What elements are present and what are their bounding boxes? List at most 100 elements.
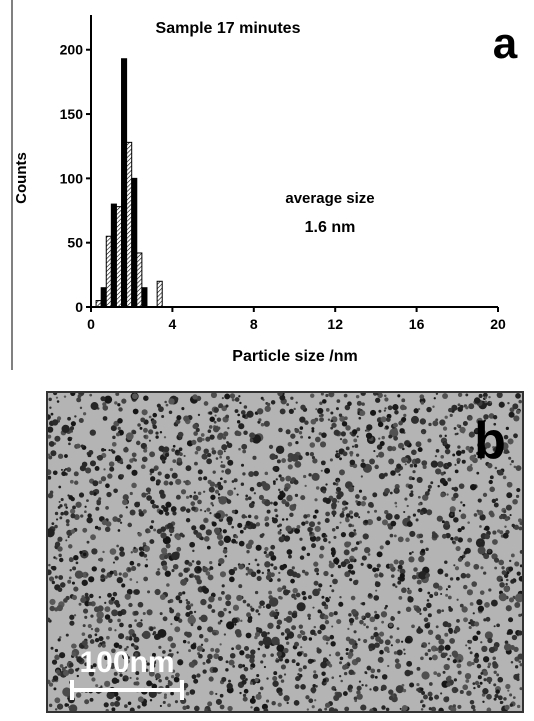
particle [68,668,74,675]
particle [344,706,350,711]
particle [362,495,367,501]
particle [48,455,53,460]
particle [323,537,328,543]
particle [474,397,481,404]
particle [513,415,520,422]
particle [200,614,208,623]
particle [57,506,61,509]
particle [389,635,393,639]
particle [215,698,222,705]
particle [69,614,75,620]
particle [416,579,422,585]
particle [503,434,509,440]
particle [190,643,197,650]
particle [263,665,267,669]
particle [82,552,87,557]
particle [408,552,412,555]
particle [427,648,431,653]
particle [387,445,393,452]
particle [189,541,196,548]
particle [218,403,224,409]
particle [65,519,70,524]
particle [136,581,139,584]
particle [335,651,341,657]
particle [370,635,375,640]
particle [430,460,438,468]
particle [174,626,181,633]
particle [105,708,109,711]
x-tick-label: 0 [87,316,95,332]
particle [479,514,486,521]
particle [457,527,462,533]
particle [420,687,424,691]
particle [497,695,503,701]
particle [154,673,161,680]
particle [223,450,226,453]
particle [302,665,307,670]
particle [518,526,522,531]
particle [80,596,87,604]
particle [308,698,314,704]
particle [94,627,100,633]
bar [110,203,117,308]
particle [146,662,150,666]
particle [149,468,155,474]
particle [351,608,357,615]
particle [54,654,60,661]
particle [255,544,262,551]
particle [73,614,77,617]
particle [169,533,173,537]
particle [135,671,140,676]
particle [270,501,273,505]
particle [376,551,383,558]
particle [335,525,339,530]
particle [374,509,378,513]
particle [414,458,421,464]
particle [277,488,281,492]
particle [331,589,335,593]
particle [272,680,279,687]
particle [468,621,471,625]
particle [469,602,474,606]
particle [359,619,364,625]
particle [138,509,142,513]
particle [143,553,148,558]
particle [489,475,494,480]
particle [292,587,298,594]
particle [308,617,311,620]
particle [250,523,257,530]
particle [426,599,430,602]
particle [456,460,460,464]
particle [494,466,498,470]
particle [503,573,509,579]
particle [228,679,232,683]
particle [49,598,56,605]
particle [211,609,216,613]
particle [149,451,156,458]
particle [62,687,72,697]
particle [345,647,349,652]
particle [203,536,210,542]
particle [321,595,325,599]
particle [222,549,228,554]
particle [365,671,368,675]
particle [200,433,205,437]
particle [151,503,157,509]
particle [256,563,260,567]
particle [116,432,121,437]
particle [312,673,319,679]
particle [104,606,111,613]
x-tick-label: 20 [490,316,506,332]
particle [225,668,229,672]
particle [513,433,518,439]
particle [217,449,224,456]
particle [481,645,488,652]
particle [162,616,168,622]
particle [482,688,489,695]
particle [199,508,203,512]
particle [167,703,171,708]
particle [81,579,88,586]
particle [421,460,428,466]
particle [237,413,241,417]
particle [432,405,435,408]
